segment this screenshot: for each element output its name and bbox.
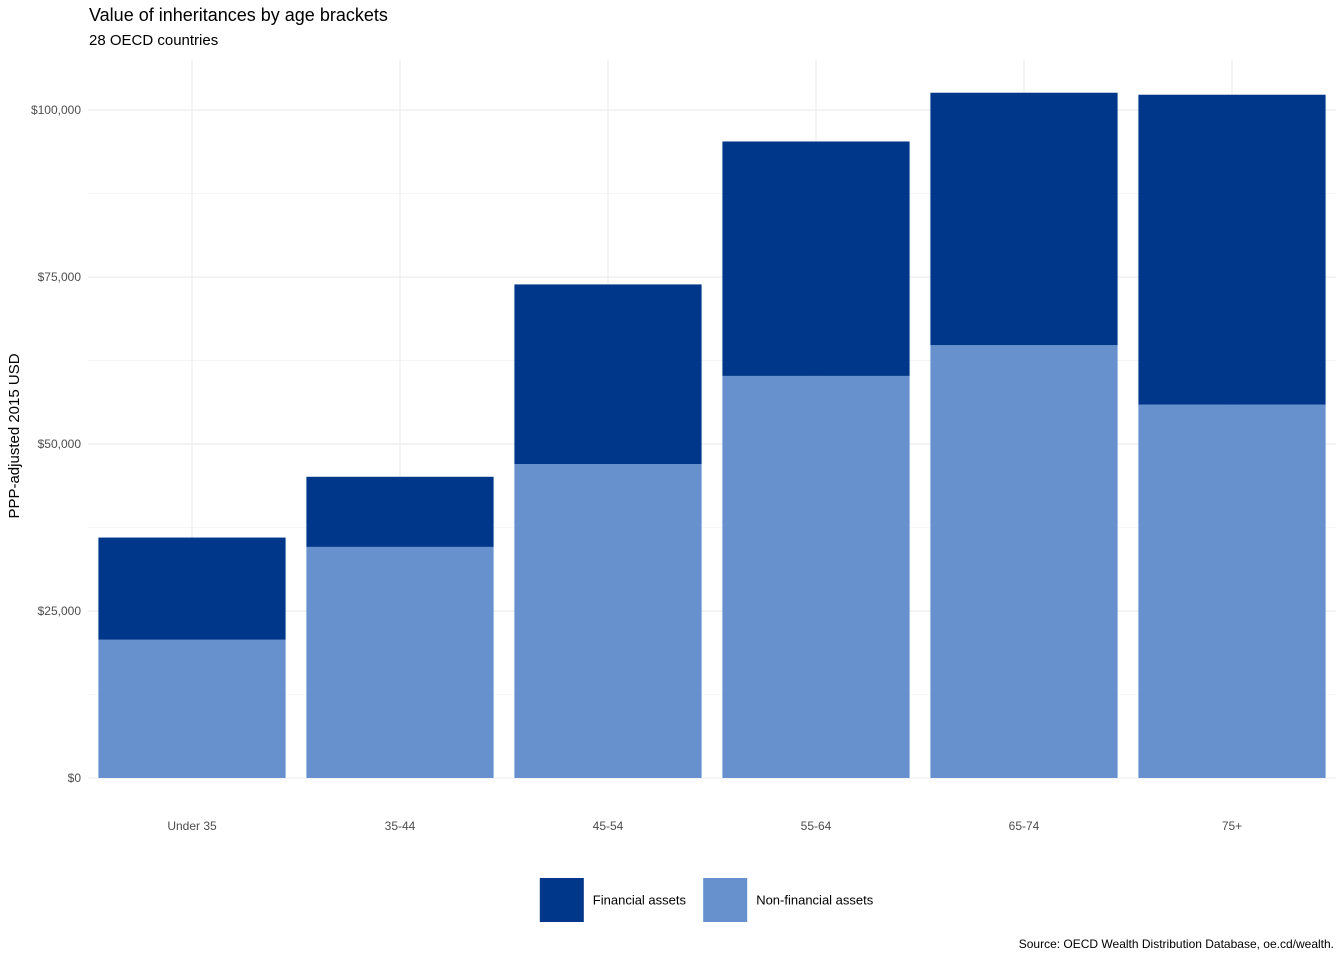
bar-segment [930,92,1118,346]
legend-label: Financial assets [593,893,687,908]
legend-key [539,878,584,922]
x-tick-label: 45-54 [593,819,624,833]
bars [98,92,1326,778]
chart-subtitle: 28 OECD countries [89,32,219,49]
x-tick-label: Under 35 [167,819,217,833]
legend-key [703,878,748,922]
bar-segment [930,345,1118,778]
legend-label: Non-financial assets [756,893,874,908]
x-tick-label: 55-64 [801,819,832,833]
y-tick-label: $100,000 [31,103,81,117]
y-tick-label: $25,000 [38,604,82,618]
y-tick-label: $75,000 [38,270,82,284]
chart-title: Value of inheritances by age brackets [89,5,388,25]
y-tick-label: $50,000 [38,437,82,451]
bar-segment [306,546,494,778]
y-tick-label: $0 [68,771,82,785]
x-tick-label: 35-44 [385,819,416,833]
x-tick-label: 75+ [1222,819,1242,833]
bar-segment [1138,94,1326,405]
bar-segment [514,464,702,778]
bar-segment [306,476,494,547]
bar-segment [514,284,702,465]
bar-segment [722,141,910,376]
x-axis: Under 35 35-44 45-54 55-64 65-74 75+ [167,819,1242,833]
bar-segment [1138,404,1326,778]
legend: Financial assets Non-financial assets [539,878,874,922]
y-axis-title: PPP-adjusted 2015 USD [6,353,23,518]
source-caption: Source: OECD Wealth Distribution Databas… [1019,937,1334,951]
x-tick-label: 65-74 [1009,819,1040,833]
bar-segment [98,537,286,640]
bar-segment [722,375,910,778]
y-axis: $0 $25,000 $50,000 $75,000 $100,000 [31,103,81,785]
bar-segment [98,639,286,778]
